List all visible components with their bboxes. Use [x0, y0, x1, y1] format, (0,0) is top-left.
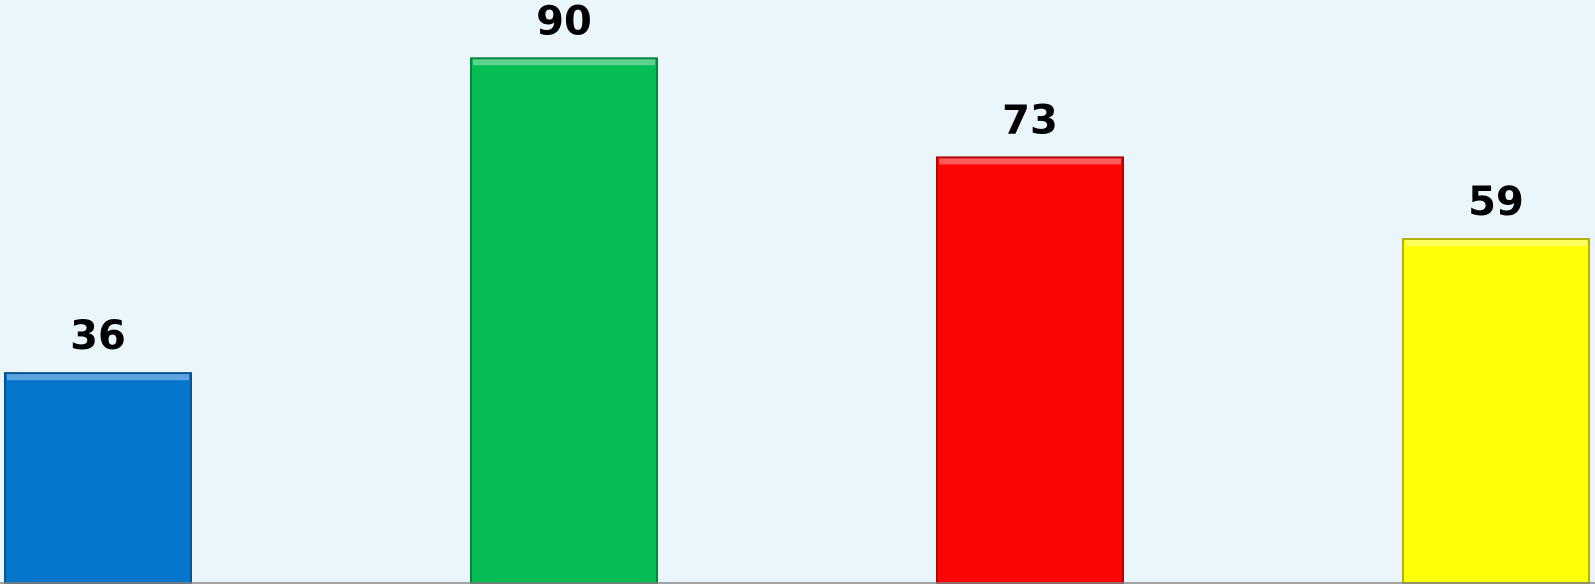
value-label: 59 — [1468, 179, 1524, 225]
bar — [4, 372, 192, 584]
bar-highlight — [1405, 240, 1587, 247]
bar-highlight — [7, 374, 189, 381]
bar-highlight — [939, 158, 1121, 165]
bar-highlight — [473, 59, 655, 66]
bar — [1402, 238, 1590, 584]
bar — [936, 156, 1124, 584]
value-label: 73 — [1002, 97, 1058, 143]
bar — [470, 57, 658, 584]
value-label: 36 — [70, 313, 126, 359]
value-label: 90 — [536, 0, 592, 44]
